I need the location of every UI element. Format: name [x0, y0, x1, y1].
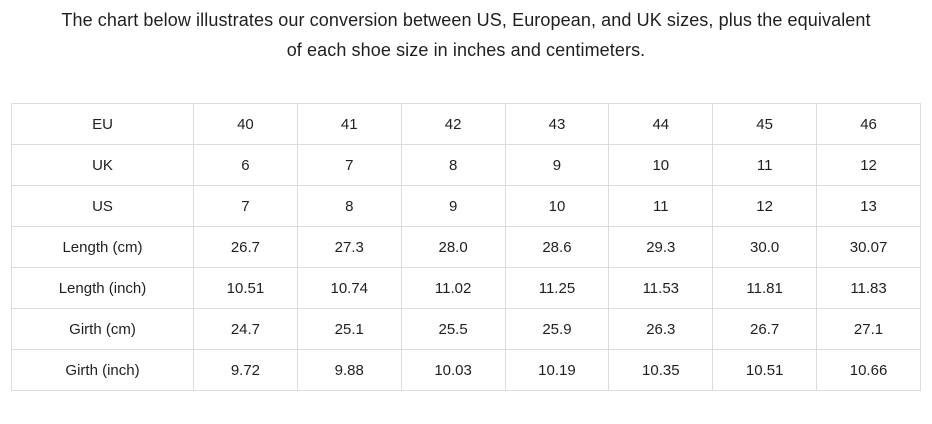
table-row-girth-cm: Girth (cm) 24.7 25.1 25.5 25.9 26.3 26.7…	[11, 308, 921, 350]
table-cell: 26.3	[608, 308, 714, 350]
table-cell: 40	[193, 103, 298, 145]
table-row-length-inch: Length (inch) 10.51 10.74 11.02 11.25 11…	[11, 267, 921, 309]
table-cell: 10.74	[296, 267, 402, 309]
table-cell: 44	[608, 103, 714, 145]
table-cell: 28.0	[400, 226, 506, 268]
table-cell: 10.51	[712, 349, 818, 391]
table-cell: 12	[712, 185, 818, 227]
page-title-line-1: The chart below illustrates our conversi…	[61, 10, 871, 30]
table-cell: 11	[608, 185, 714, 227]
table-cell: 6	[193, 144, 298, 186]
row-label-girth-cm: Girth (cm)	[11, 308, 194, 350]
table-cell: 11	[712, 144, 818, 186]
table-cell: 42	[400, 103, 506, 145]
table-cell: 28.6	[504, 226, 610, 268]
page-title: The chart below illustrates our conversi…	[0, 0, 932, 65]
table-cell: 10.66	[816, 349, 921, 391]
table-cell: 30.07	[816, 226, 921, 268]
table-cell: 25.9	[504, 308, 610, 350]
table-cell: 11.83	[816, 267, 921, 309]
table-cell: 10.03	[400, 349, 506, 391]
row-label-girth-inch: Girth (inch)	[11, 349, 194, 391]
row-label-eu: EU	[11, 103, 194, 145]
table-cell: 8	[400, 144, 506, 186]
table-cell: 10.51	[193, 267, 298, 309]
table-cell: 8	[296, 185, 402, 227]
table-cell: 30.0	[712, 226, 818, 268]
table-cell: 7	[193, 185, 298, 227]
table-cell: 10	[504, 185, 610, 227]
table-cell: 41	[296, 103, 402, 145]
row-label-length-cm: Length (cm)	[11, 226, 194, 268]
table-row-girth-inch: Girth (inch) 9.72 9.88 10.03 10.19 10.35…	[11, 349, 921, 391]
table-cell: 7	[296, 144, 402, 186]
table-cell: 43	[504, 103, 610, 145]
table-cell: 9.72	[193, 349, 298, 391]
table-cell: 10.19	[504, 349, 610, 391]
table-cell: 11.53	[608, 267, 714, 309]
table-cell: 10	[608, 144, 714, 186]
row-label-length-inch: Length (inch)	[11, 267, 194, 309]
table-row-eu: EU 40 41 42 43 44 45 46	[11, 103, 921, 145]
table-cell: 46	[816, 103, 921, 145]
table-cell: 26.7	[712, 308, 818, 350]
size-conversion-table: EU 40 41 42 43 44 45 46 UK 6 7 8 9 10 11…	[11, 103, 921, 391]
table-cell: 27.1	[816, 308, 921, 350]
table-cell: 9.88	[296, 349, 402, 391]
table-row-us: US 7 8 9 10 11 12 13	[11, 185, 921, 227]
table-cell: 27.3	[296, 226, 402, 268]
table-cell: 24.7	[193, 308, 298, 350]
table-cell: 9	[400, 185, 506, 227]
table-cell: 25.1	[296, 308, 402, 350]
table-cell: 11.81	[712, 267, 818, 309]
table-cell: 9	[504, 144, 610, 186]
table-cell: 12	[816, 144, 921, 186]
table-cell: 13	[816, 185, 921, 227]
table-cell: 45	[712, 103, 818, 145]
table-cell: 11.02	[400, 267, 506, 309]
row-label-us: US	[11, 185, 194, 227]
table-cell: 10.35	[608, 349, 714, 391]
table-cell: 26.7	[193, 226, 298, 268]
table-row-length-cm: Length (cm) 26.7 27.3 28.0 28.6 29.3 30.…	[11, 226, 921, 268]
table-cell: 25.5	[400, 308, 506, 350]
row-label-uk: UK	[11, 144, 194, 186]
table-row-uk: UK 6 7 8 9 10 11 12	[11, 144, 921, 186]
table-cell: 29.3	[608, 226, 714, 268]
table-cell: 11.25	[504, 267, 610, 309]
page-title-line-2: of each shoe size in inches and centimet…	[286, 40, 646, 60]
